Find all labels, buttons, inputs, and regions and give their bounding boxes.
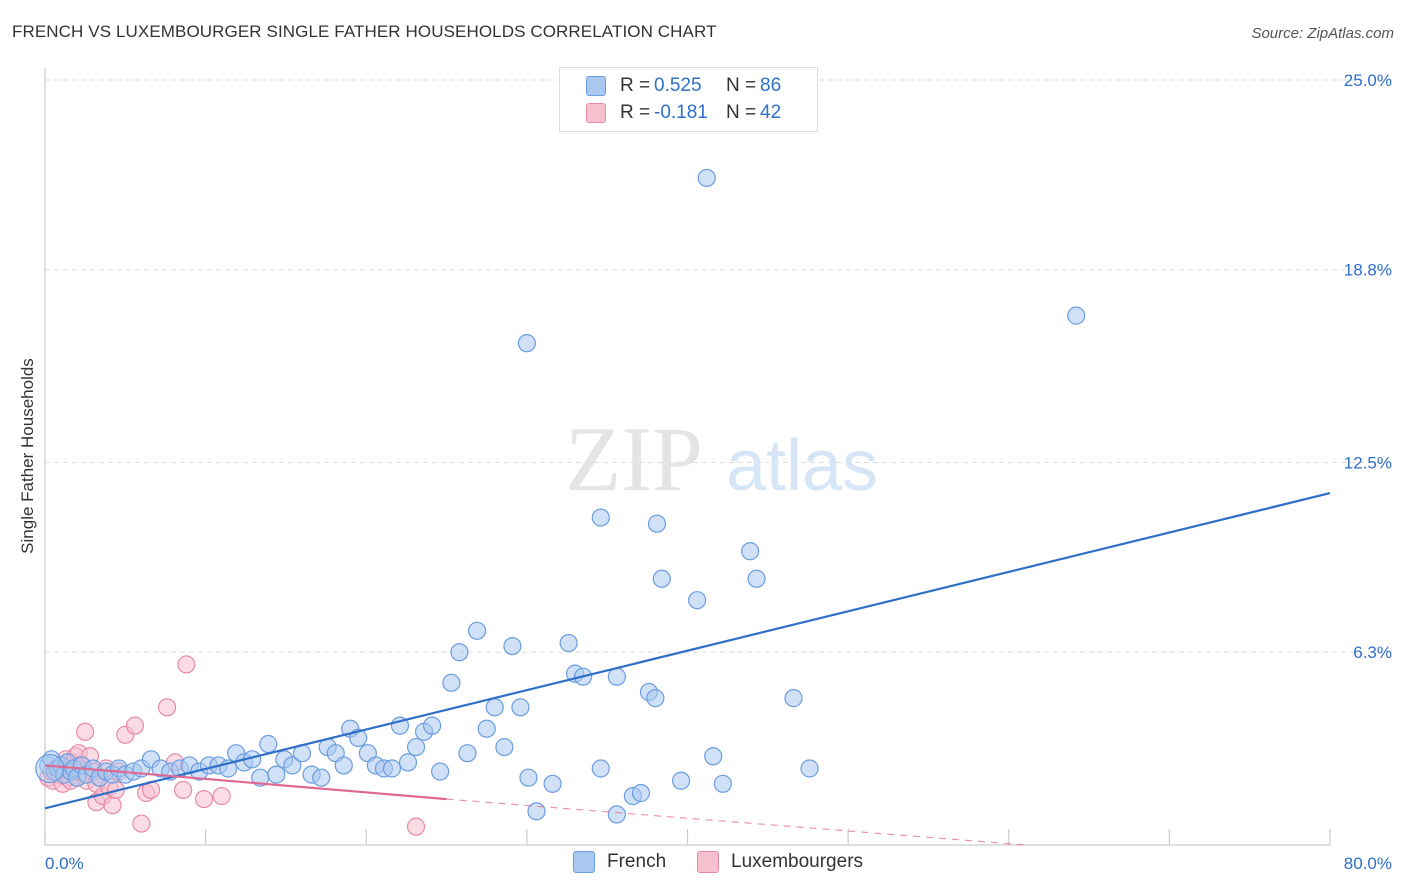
- french-point: [312, 768, 331, 787]
- grid-layer: [45, 79, 1392, 653]
- french-point: [349, 728, 368, 748]
- french-point: [607, 805, 626, 824]
- legend-swatch-french: [586, 76, 606, 96]
- legend-r-label: R =: [620, 75, 651, 96]
- legend-r-value-luxembourgers: -0.181: [654, 102, 708, 123]
- series-legend: French Luxembourgers: [0, 851, 1406, 877]
- luxembourger-point: [76, 722, 95, 741]
- axis-layer: [44, 68, 1331, 846]
- series-swatch-luxembourgers: [697, 851, 719, 873]
- french-point: [784, 689, 803, 708]
- french-point: [671, 771, 691, 790]
- french-point: [398, 753, 418, 772]
- luxembourger-point: [103, 796, 122, 815]
- luxembourger-point: [174, 780, 193, 800]
- legend-swatch-luxembourgers: [586, 103, 606, 123]
- french-point: [559, 633, 578, 653]
- french-point: [517, 334, 536, 353]
- french-point: [406, 737, 426, 757]
- y-tick-label: 12.5%: [1344, 454, 1392, 473]
- french-point: [652, 569, 671, 588]
- french-point: [334, 756, 353, 775]
- french-point: [511, 698, 530, 717]
- y-tick-label: 6.3%: [1353, 643, 1392, 662]
- correlation-legend: R = 0.525 N = 86 R = -0.181 N = 42: [559, 67, 818, 132]
- luxembourger-point: [212, 786, 231, 806]
- french-point: [1067, 306, 1086, 325]
- watermark-zip: ZIP: [565, 408, 703, 510]
- legend-r-label: R =: [620, 102, 651, 123]
- x-tick-label: 0.0%: [45, 854, 84, 873]
- french-point: [503, 636, 522, 656]
- legend-n-value-french: 86: [760, 75, 782, 96]
- luxembourger-trend-extension: [446, 798, 1025, 846]
- french-point: [800, 759, 819, 778]
- french-point: [543, 774, 562, 793]
- french-point: [431, 762, 450, 781]
- french-point: [259, 734, 278, 754]
- french-point: [697, 168, 716, 188]
- luxembourger-point: [125, 716, 145, 735]
- watermark: ZIP atlas: [565, 408, 878, 510]
- series-label-french: French: [607, 851, 667, 872]
- y-tick-label: 18.8%: [1344, 261, 1392, 280]
- luxembourger-point: [177, 655, 196, 674]
- french-point: [458, 744, 477, 763]
- french-point: [485, 698, 504, 717]
- series-legend-french[interactable]: French: [573, 851, 666, 873]
- french-point: [519, 768, 538, 787]
- luxembourger-point: [406, 817, 426, 836]
- series-label-luxembourgers: Luxembourgers: [731, 851, 864, 872]
- french-point: [688, 591, 707, 610]
- legend-row-french: R = 0.525 N = 86: [586, 74, 781, 98]
- french-point: [283, 756, 302, 775]
- french-point: [423, 716, 442, 735]
- legend-n-value-luxembourgers: 42: [760, 102, 782, 123]
- source-label: Source: ZipAtlas.com: [1251, 25, 1394, 42]
- french-point: [747, 569, 766, 588]
- y-axis-label: Single Father Households: [18, 358, 37, 554]
- french-point: [35, 753, 65, 784]
- french-point: [382, 759, 402, 778]
- french-point: [267, 765, 286, 784]
- legend-n-label: N =: [726, 75, 757, 96]
- french-trend-line: [44, 492, 1331, 810]
- french-point: [442, 673, 461, 692]
- x-tick-label: 80.0%: [1344, 854, 1392, 873]
- french-point: [713, 774, 732, 793]
- legend-r-value-french: 0.525: [654, 75, 702, 96]
- french-point: [631, 783, 651, 803]
- luxembourger-point: [132, 814, 151, 833]
- luxembourger-trend-line: [44, 764, 447, 801]
- french-point: [646, 689, 665, 708]
- watermark-atlas: atlas: [726, 426, 878, 506]
- french-point: [591, 759, 610, 778]
- french-point: [467, 621, 487, 640]
- y-tick-label: 25.0%: [1344, 71, 1392, 90]
- chart-title: FRENCH VS LUXEMBOURGER SINGLE FATHER HOU…: [12, 22, 717, 41]
- legend-n-label: N =: [726, 102, 757, 123]
- legend-row-luxembourgers: R = -0.181 N = 42: [586, 101, 781, 125]
- trend-layer: [44, 492, 1331, 846]
- french-point: [647, 514, 667, 533]
- french-point: [607, 667, 626, 686]
- french-point: [704, 747, 723, 766]
- french-point: [741, 542, 760, 561]
- french-point: [591, 508, 610, 527]
- series-swatch-french: [573, 851, 595, 873]
- luxembourger-point: [157, 698, 177, 717]
- french-point: [450, 643, 469, 662]
- french-point: [477, 719, 496, 738]
- series-legend-luxembourgers[interactable]: Luxembourgers: [697, 851, 863, 873]
- french-point: [495, 737, 514, 757]
- luxembourger-point: [194, 789, 214, 809]
- tick-label-layer: 6.3% 12.5% 18.8% 25.0% 0.0% 80.0%: [45, 71, 1392, 873]
